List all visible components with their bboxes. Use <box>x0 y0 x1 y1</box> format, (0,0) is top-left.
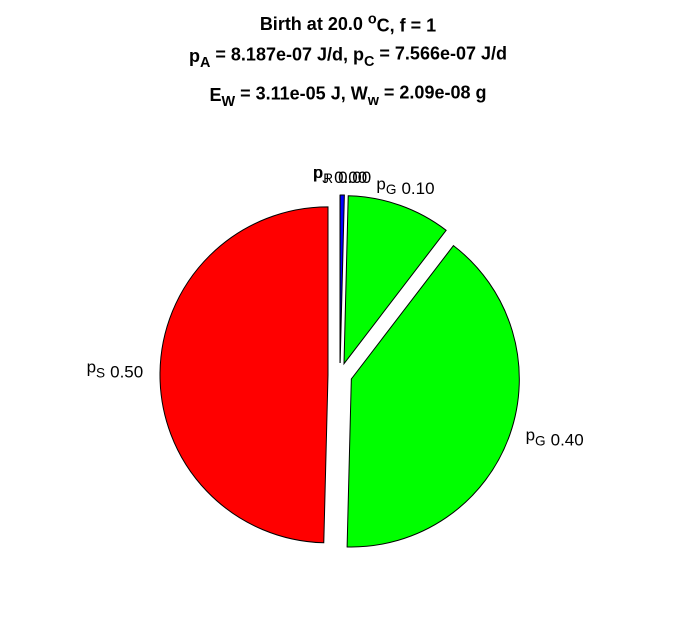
slice-label: pS 0.50 <box>87 358 144 382</box>
slice-value: 0.10 <box>401 179 434 198</box>
slice-label: pR 0.00 <box>314 163 371 187</box>
text-part: S <box>96 365 105 380</box>
text-part: p <box>376 174 385 193</box>
slice-value: 0.00 <box>338 168 371 187</box>
text-part: = 7.566e-07 J/d <box>374 43 507 63</box>
text-part: w <box>367 93 380 109</box>
pie-slice <box>346 244 520 548</box>
slice-value: 0.00 <box>334 168 367 187</box>
chart-title: EW = 3.11e-05 J, Ww = 2.09e-08 g <box>210 82 487 110</box>
text-part: A <box>200 55 211 71</box>
text-part: W <box>222 94 236 110</box>
slice-label: pG 0.10 <box>376 174 434 198</box>
slice-value: 0.50 <box>110 362 143 381</box>
text-part: p <box>189 46 200 66</box>
slice-label: pJ 0.00 <box>313 163 367 187</box>
text-part: = 2.09e-08 g <box>379 82 487 102</box>
pie-slice <box>159 206 329 544</box>
text-part: C, f = 1 <box>377 16 437 36</box>
chart-title: pA = 8.187e-07 J/d, pC = 7.566e-07 J/d <box>189 43 507 71</box>
pie-slice <box>339 194 345 364</box>
text-part: C <box>364 54 374 70</box>
pie-slice <box>343 195 447 366</box>
text-part: o <box>368 12 377 28</box>
text-part: Birth at 20.0 <box>260 14 368 34</box>
slice-value: 0.40 <box>551 430 584 449</box>
text-part: E <box>210 85 222 105</box>
text-part: = 3.11e-05 J, W <box>235 84 368 104</box>
chart-title: Birth at 20.0 oC, f = 1 <box>260 12 436 36</box>
text-part: G <box>535 433 546 448</box>
text-part: p <box>314 163 323 182</box>
text-part: G <box>386 182 397 197</box>
text-part: p <box>313 163 322 182</box>
text-part: J <box>322 171 329 186</box>
text-part: = 8.187e-07 J/d, p <box>210 45 364 65</box>
text-part: p <box>87 358 96 377</box>
slice-label: pG 0.40 <box>526 425 584 449</box>
text-part: p <box>526 425 535 444</box>
text-part: R <box>323 171 333 186</box>
